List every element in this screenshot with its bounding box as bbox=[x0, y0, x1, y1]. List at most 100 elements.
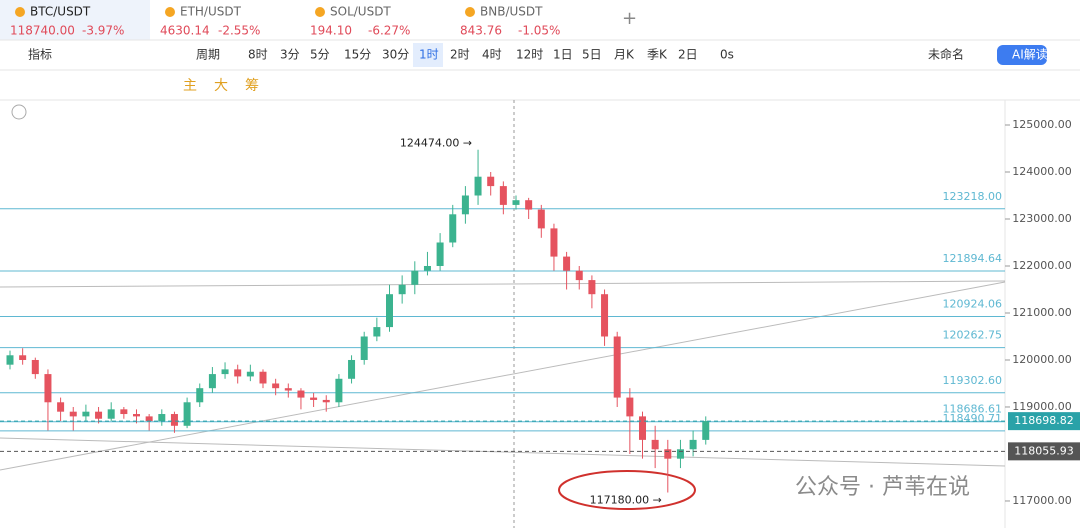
candle-body bbox=[487, 176, 495, 187]
coin-icon bbox=[165, 7, 175, 17]
level-label: 119302.60 bbox=[943, 374, 1003, 387]
toolbar-item[interactable]: 3分 bbox=[280, 48, 300, 62]
toolbar-item[interactable]: 未命名 bbox=[928, 47, 964, 62]
candle-body bbox=[158, 414, 166, 422]
toolbar-item[interactable]: 季K bbox=[647, 48, 668, 62]
price-tag bbox=[1008, 442, 1080, 461]
candle-body bbox=[588, 280, 596, 295]
candle-body bbox=[44, 374, 52, 403]
candle-body bbox=[436, 242, 444, 266]
candle-body bbox=[95, 411, 103, 419]
candle-body bbox=[651, 439, 659, 450]
tab-symbol[interactable]: BNB/USDT bbox=[480, 5, 543, 19]
toolbar-item[interactable]: 4时 bbox=[482, 48, 502, 62]
y-tick-label: 122000.00 bbox=[1012, 259, 1072, 272]
candle-body bbox=[297, 390, 305, 398]
candle-body bbox=[563, 256, 571, 271]
candle-body bbox=[639, 416, 646, 440]
toolbar-item[interactable]: 月K bbox=[614, 48, 635, 62]
candle-body bbox=[626, 397, 634, 417]
tool-item[interactable]: 大 bbox=[214, 78, 228, 94]
y-tick-label: 120000.00 bbox=[1012, 353, 1072, 366]
tab-change: -1.05% bbox=[518, 24, 560, 38]
tab-change: -2.55% bbox=[218, 24, 260, 38]
candle-body bbox=[19, 355, 27, 360]
price-tag bbox=[1008, 412, 1080, 431]
tab-price: 4630.14 bbox=[160, 24, 210, 38]
tool-item[interactable]: 筹 bbox=[245, 77, 259, 94]
candle-body bbox=[474, 176, 482, 196]
candle-body bbox=[322, 399, 330, 403]
tool-item[interactable]: 主 bbox=[183, 78, 197, 94]
candle-body bbox=[272, 383, 280, 389]
trend-line bbox=[0, 280, 1006, 288]
tab-symbol[interactable]: BTC/USDT bbox=[30, 5, 91, 19]
coin-icon bbox=[315, 7, 325, 17]
level-label: 120924.06 bbox=[943, 298, 1003, 311]
candle-body bbox=[234, 369, 242, 377]
scroll-button[interactable] bbox=[11, 104, 27, 120]
trend-line bbox=[0, 281, 1006, 471]
toolbar-item[interactable]: 30分 bbox=[382, 48, 409, 62]
candle-body bbox=[449, 214, 457, 243]
candle-body bbox=[676, 449, 684, 459]
toolbar-item[interactable]: 2时 bbox=[450, 48, 470, 62]
watermark: 公众号 · 芦苇在说 bbox=[795, 475, 970, 500]
toolbar-item[interactable]: 指标 bbox=[28, 47, 52, 62]
tab-change: -6.27% bbox=[368, 24, 410, 38]
toolbar-item[interactable]: 5日 bbox=[582, 48, 602, 62]
candle-body bbox=[601, 294, 609, 337]
toolbar-item[interactable]: 周期 bbox=[196, 48, 220, 62]
trend-line bbox=[0, 437, 1006, 467]
candle-body bbox=[259, 371, 267, 384]
candle-body bbox=[120, 409, 128, 415]
price-tag-label: 118055.93 bbox=[1014, 444, 1074, 457]
y-tick-label: 124000.00 bbox=[1012, 165, 1072, 178]
candle-body bbox=[133, 414, 140, 417]
coin-icon bbox=[15, 7, 25, 17]
toolbar-item[interactable]: 2日 bbox=[678, 48, 698, 62]
toolbar-item[interactable]: 8时 bbox=[248, 48, 268, 62]
level-label: 123218.00 bbox=[943, 190, 1003, 203]
y-tick-label: 119000.00 bbox=[1012, 400, 1072, 413]
toolbar-item[interactable]: 1时 bbox=[419, 48, 439, 62]
tab-symbol[interactable]: SOL/USDT bbox=[330, 5, 391, 19]
tab-change: -3.97% bbox=[82, 24, 124, 38]
toolbar-item[interactable]: 15分 bbox=[344, 48, 371, 62]
coin-icon bbox=[465, 7, 475, 17]
level-label: 120262.75 bbox=[943, 329, 1003, 342]
level-label: 118686.61 bbox=[943, 403, 1003, 416]
active-tab bbox=[0, 0, 150, 40]
candle-body bbox=[196, 388, 204, 403]
candle-body bbox=[537, 209, 545, 229]
y-tick-label: 121000.00 bbox=[1012, 306, 1072, 319]
toolbar-item[interactable]: 12时 bbox=[516, 48, 543, 62]
ai-label[interactable]: AI解读 bbox=[1012, 48, 1048, 62]
ai-button[interactable] bbox=[997, 45, 1047, 65]
candle-body bbox=[31, 359, 39, 375]
highlight-circle bbox=[558, 470, 696, 510]
candle-body bbox=[702, 421, 710, 440]
candle-body bbox=[689, 439, 697, 450]
candle-body bbox=[575, 270, 583, 281]
add-tab[interactable]: + bbox=[622, 8, 637, 29]
candle-body bbox=[170, 414, 178, 426]
price-annotation: 117180.00 → bbox=[590, 494, 662, 507]
candle-body bbox=[221, 369, 229, 375]
tab-symbol[interactable]: ETH/USDT bbox=[180, 5, 242, 19]
candle-body bbox=[461, 195, 469, 215]
level-label: 118490.71 bbox=[943, 412, 1003, 425]
candle-body bbox=[107, 409, 115, 419]
candle-body bbox=[411, 270, 419, 285]
candle-body bbox=[398, 284, 406, 295]
toolbar-item[interactable]: 1日 bbox=[553, 48, 573, 62]
level-label: 121894.64 bbox=[943, 252, 1003, 265]
candle-body bbox=[512, 200, 520, 205]
toolbar-item[interactable]: 0s bbox=[720, 48, 734, 62]
toolbar-item[interactable]: 5分 bbox=[310, 48, 330, 62]
candle-body bbox=[246, 371, 254, 377]
candle-body bbox=[348, 359, 356, 379]
tab-price: 843.76 bbox=[460, 24, 502, 38]
